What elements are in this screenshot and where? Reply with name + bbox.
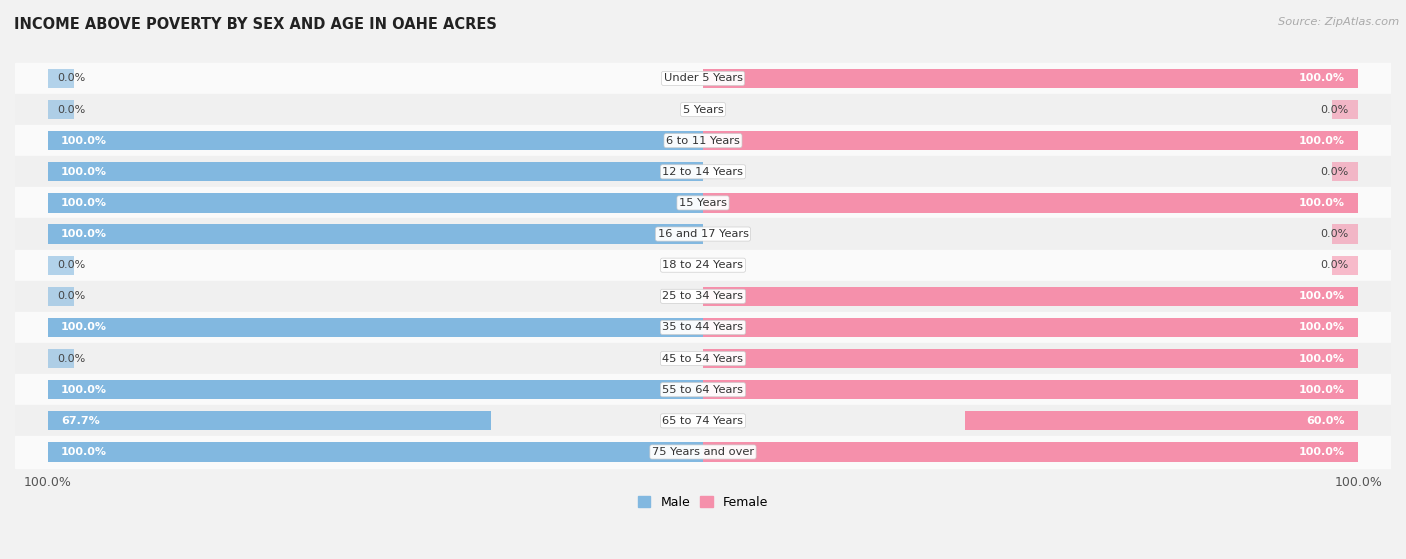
Bar	[15, 156, 1391, 187]
Bar	[703, 193, 1358, 212]
Legend: Male, Female: Male, Female	[633, 491, 773, 514]
Text: 65 to 74 Years: 65 to 74 Years	[662, 416, 744, 426]
Text: Source: ZipAtlas.com: Source: ZipAtlas.com	[1278, 17, 1399, 27]
Text: 100.0%: 100.0%	[60, 198, 107, 208]
Bar	[15, 63, 1391, 94]
Text: 75 Years and over: 75 Years and over	[652, 447, 754, 457]
Text: 0.0%: 0.0%	[1320, 105, 1348, 115]
Bar	[15, 405, 1391, 437]
Bar	[703, 380, 1358, 399]
Bar	[703, 442, 1358, 462]
Text: 100.0%: 100.0%	[1299, 291, 1346, 301]
Bar	[48, 162, 703, 182]
Text: 100.0%: 100.0%	[60, 385, 107, 395]
Bar	[15, 281, 1391, 312]
Bar	[48, 100, 75, 119]
Bar	[703, 287, 1358, 306]
Text: 100.0%: 100.0%	[60, 167, 107, 177]
Text: 0.0%: 0.0%	[1320, 167, 1348, 177]
Text: 35 to 44 Years: 35 to 44 Years	[662, 323, 744, 333]
Text: 60.0%: 60.0%	[1306, 416, 1346, 426]
Text: 100.0%: 100.0%	[1299, 73, 1346, 83]
Text: 0.0%: 0.0%	[58, 291, 86, 301]
Bar	[15, 250, 1391, 281]
Bar	[48, 380, 703, 399]
Text: 100.0%: 100.0%	[1299, 447, 1346, 457]
Text: 0.0%: 0.0%	[1320, 229, 1348, 239]
Bar	[48, 442, 703, 462]
Text: 45 to 54 Years: 45 to 54 Years	[662, 354, 744, 363]
Bar	[1331, 255, 1358, 275]
Text: 5 Years: 5 Years	[683, 105, 723, 115]
Bar	[15, 343, 1391, 374]
Bar	[48, 255, 75, 275]
Text: 15 Years: 15 Years	[679, 198, 727, 208]
Text: 0.0%: 0.0%	[58, 354, 86, 363]
Bar	[1331, 224, 1358, 244]
Text: 100.0%: 100.0%	[1299, 385, 1346, 395]
Bar	[15, 312, 1391, 343]
Text: 100.0%: 100.0%	[1299, 136, 1346, 146]
Text: 18 to 24 Years: 18 to 24 Years	[662, 260, 744, 270]
Text: 0.0%: 0.0%	[58, 260, 86, 270]
Bar	[703, 69, 1358, 88]
Bar	[703, 131, 1358, 150]
Text: 100.0%: 100.0%	[1299, 323, 1346, 333]
Bar	[48, 287, 75, 306]
Text: 0.0%: 0.0%	[1320, 260, 1348, 270]
Text: 0.0%: 0.0%	[58, 73, 86, 83]
Bar	[15, 187, 1391, 219]
Bar	[15, 94, 1391, 125]
Bar	[48, 69, 75, 88]
Bar	[1331, 162, 1358, 182]
Text: 55 to 64 Years: 55 to 64 Years	[662, 385, 744, 395]
Text: 100.0%: 100.0%	[60, 229, 107, 239]
Text: 100.0%: 100.0%	[60, 323, 107, 333]
Bar	[48, 349, 75, 368]
Bar	[15, 437, 1391, 467]
Text: Under 5 Years: Under 5 Years	[664, 73, 742, 83]
Text: 67.7%: 67.7%	[60, 416, 100, 426]
Text: 25 to 34 Years: 25 to 34 Years	[662, 291, 744, 301]
Bar	[48, 193, 703, 212]
Bar	[48, 131, 703, 150]
Text: 100.0%: 100.0%	[1299, 198, 1346, 208]
Bar	[48, 411, 491, 430]
Bar	[1331, 100, 1358, 119]
Bar	[703, 349, 1358, 368]
Text: 12 to 14 Years: 12 to 14 Years	[662, 167, 744, 177]
Bar	[15, 374, 1391, 405]
Text: INCOME ABOVE POVERTY BY SEX AND AGE IN OAHE ACRES: INCOME ABOVE POVERTY BY SEX AND AGE IN O…	[14, 17, 496, 32]
Bar	[15, 219, 1391, 250]
Text: 16 and 17 Years: 16 and 17 Years	[658, 229, 748, 239]
Text: 100.0%: 100.0%	[1299, 354, 1346, 363]
Text: 6 to 11 Years: 6 to 11 Years	[666, 136, 740, 146]
Bar	[48, 224, 703, 244]
Text: 100.0%: 100.0%	[60, 447, 107, 457]
Bar	[15, 125, 1391, 156]
Text: 0.0%: 0.0%	[58, 105, 86, 115]
Bar	[965, 411, 1358, 430]
Bar	[703, 318, 1358, 337]
Text: 100.0%: 100.0%	[60, 136, 107, 146]
Bar	[48, 318, 703, 337]
